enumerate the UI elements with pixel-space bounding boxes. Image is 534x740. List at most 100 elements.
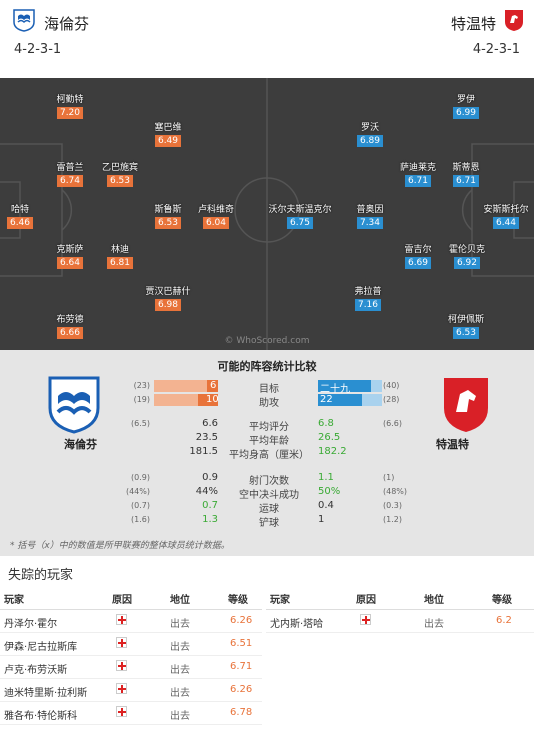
player-rating: 7.20 — [56, 107, 84, 119]
stat-row-age: 23.5 平均年龄 26.5 — [0, 432, 534, 447]
away-player[interactable]: 罗伊 6.99 — [446, 92, 486, 119]
home-value: 10 — [206, 394, 219, 405]
player-rating: 6.53 — [154, 217, 182, 229]
away-value: 26.5 — [318, 432, 341, 443]
player-rating: 6.46 — [6, 217, 34, 229]
away-player[interactable]: 斯蒂恩 6.71 — [446, 160, 486, 187]
player-name: 沃尔夫斯温克尔 — [268, 205, 332, 215]
away-team-name[interactable]: 特温特 — [450, 15, 496, 33]
player-name: 弗拉普 — [354, 287, 382, 297]
player-rating: 6.2 — [496, 615, 512, 626]
lineup-comparison: 可能的阵容统计比较 海倫芬 特温特 (23) 6 目标 二十九 (40) (19… — [0, 350, 534, 556]
player-name[interactable]: 雅各布·特伦斯科 — [4, 711, 78, 722]
away-player[interactable]: 霍伦贝克 6.92 — [444, 242, 490, 269]
player-rating: 6.49 — [154, 135, 182, 147]
player-status: 出去 — [170, 688, 190, 699]
table-row[interactable]: 雅各布·特伦斯科 出去 6.78 — [0, 702, 262, 725]
away-player[interactable]: 普奥因 7.34 — [348, 202, 392, 229]
home-team-name[interactable]: 海倫芬 — [44, 15, 90, 33]
away-player[interactable]: 安斯斯托尔 6.44 — [480, 202, 532, 229]
away-team-label: 特温特 — [436, 438, 469, 451]
player-name: 萨迪莱克 — [399, 163, 436, 173]
player-status: 出去 — [170, 711, 190, 722]
home-team-label: 海倫芬 — [64, 438, 97, 451]
away-player[interactable]: 萨迪莱克 6.71 — [394, 160, 442, 187]
comparison-footnote: * 括号（x）中的数值是所甲联赛的整体球员统计数据。 — [10, 541, 230, 551]
home-player[interactable]: 卢科维奇 6.04 — [194, 202, 238, 229]
table-row[interactable]: 尤内斯·塔哈 出去 6.2 — [266, 610, 534, 633]
player-rating: 6.92 — [453, 257, 481, 269]
player-name[interactable]: 迪米特里斯·拉利斯 — [4, 688, 88, 699]
col-rating: 等级 — [492, 595, 512, 606]
home-player[interactable]: 雷普兰 6.74 — [50, 160, 90, 187]
home-player[interactable]: 塞巴维 6.49 — [146, 120, 190, 147]
table-row[interactable]: 丹泽尔·霍尔 出去 6.26 — [0, 610, 262, 633]
pitch-watermark: © WhoScored.com — [224, 336, 310, 346]
league-stat-away: (0.3) — [383, 501, 402, 510]
stat-row-height: 181.5 平均身高（厘米） 182.2 — [0, 446, 534, 461]
player-rating: 6.44 — [492, 217, 520, 229]
league-stat-away: (1) — [383, 473, 395, 482]
heerenveen-crest-icon — [13, 9, 35, 32]
stat-row-shots: (0.9) 0.9 射门次数 1.1 (1) — [0, 472, 534, 487]
player-rating: 6.75 — [286, 217, 314, 229]
away-player[interactable]: 沃尔夫斯温克尔 6.75 — [268, 202, 332, 229]
away-value: 1 — [318, 514, 325, 525]
player-status: 出去 — [170, 642, 190, 653]
home-player[interactable]: 柯勤特 7.20 — [50, 92, 90, 119]
league-stat-away: (1.2) — [383, 515, 402, 524]
player-name: 哈特 — [10, 205, 29, 215]
away-bar-fill — [318, 380, 372, 392]
player-status: 出去 — [424, 619, 444, 630]
home-player[interactable]: 斯鲁斯 6.53 — [146, 202, 190, 229]
away-value: 1.1 — [318, 472, 334, 483]
home-player[interactable]: 贾汉巴赫什 6.98 — [144, 284, 192, 311]
player-name: 卢科维奇 — [197, 205, 234, 215]
player-rating: 7.16 — [354, 299, 382, 311]
table-row[interactable]: 伊森·尼古拉斯库 出去 6.51 — [0, 633, 262, 656]
player-name: 柯勤特 — [56, 95, 84, 105]
table-row[interactable]: 卢克·布劳沃斯 出去 6.71 — [0, 656, 262, 679]
player-name: 林迪 — [110, 245, 129, 255]
home-missing-table: 玩家 原因 地位 等级 丹泽尔·霍尔 出去 6.26 伊森·尼古拉斯库 出去 6… — [0, 588, 262, 725]
home-bar — [154, 394, 218, 406]
injury-icon — [360, 614, 371, 625]
away-value: 22 — [320, 394, 333, 405]
away-player[interactable]: 柯伊佩斯 6.53 — [442, 312, 490, 339]
player-name[interactable]: 卢克·布劳沃斯 — [4, 665, 68, 676]
home-bar — [154, 380, 218, 392]
home-value: 44% — [195, 486, 218, 497]
home-value: 6.6 — [202, 418, 218, 429]
stat-label: 空中决斗成功 — [239, 490, 299, 501]
away-player[interactable]: 弗拉普 7.16 — [348, 284, 388, 311]
league-stat-home: (1.6) — [131, 515, 150, 524]
twente-crest-icon — [444, 378, 488, 432]
player-name: 霍伦贝克 — [448, 245, 485, 255]
away-value: 6.8 — [318, 418, 334, 429]
home-player[interactable]: 布劳德 6.66 — [50, 312, 90, 339]
player-name[interactable]: 丹泽尔·霍尔 — [4, 619, 58, 630]
player-rating: 6.26 — [230, 684, 253, 695]
player-rating: 6.81 — [106, 257, 134, 269]
stat-label: 平均年龄 — [249, 436, 289, 447]
away-player[interactable]: 雷吉尔 6.69 — [398, 242, 438, 269]
table-row[interactable]: 迪米特里斯·拉利斯 出去 6.26 — [0, 679, 262, 702]
league-stat-away: (6.6) — [383, 419, 402, 428]
player-rating: 6.74 — [56, 175, 84, 187]
away-value: 二十九 — [320, 384, 350, 395]
away-value: 50% — [318, 486, 341, 497]
col-reason: 原因 — [356, 595, 376, 606]
away-value: 182.2 — [318, 446, 347, 457]
player-name[interactable]: 尤内斯·塔哈 — [270, 619, 324, 630]
col-status: 地位 — [170, 595, 190, 606]
home-player[interactable]: 克斯萨 6.64 — [50, 242, 90, 269]
home-player[interactable]: 林迪 6.81 — [98, 242, 142, 269]
league-stat-away: (28) — [383, 395, 400, 404]
away-value: 0.4 — [318, 500, 334, 511]
away-player[interactable]: 罗沃 6.89 — [350, 120, 390, 147]
home-player[interactable]: 乙巴施宾 6.53 — [98, 160, 142, 187]
home-player[interactable]: 哈特 6.46 — [0, 202, 40, 229]
col-player: 玩家 — [4, 595, 24, 606]
player-name[interactable]: 伊森·尼古拉斯库 — [4, 642, 78, 653]
stat-row-aerials: (44%) 44% 空中决斗成功 50% (48%) — [0, 486, 534, 501]
